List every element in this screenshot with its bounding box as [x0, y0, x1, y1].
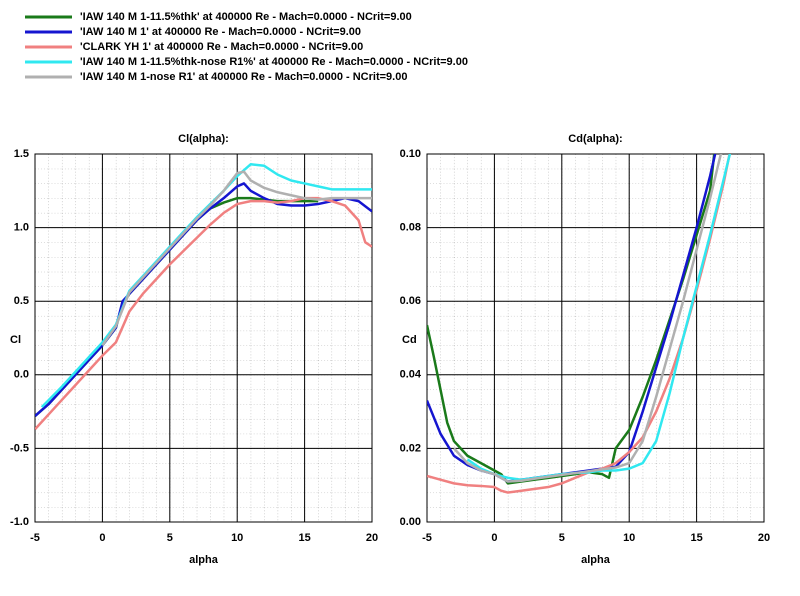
y-tick-label: 0.0	[14, 369, 29, 381]
y-tick-label: 0.10	[400, 148, 421, 160]
plot-frame	[426, 153, 765, 523]
y-tick-label: 0.04	[400, 369, 422, 381]
y-axis-label: Cl	[10, 334, 21, 346]
series-line	[35, 196, 372, 431]
series-line	[35, 182, 372, 417]
y-tick-label: 0.5	[14, 295, 29, 307]
legend-label: 'IAW 140 M 1-11.5%thk-nose R1%' at 40000…	[80, 56, 468, 68]
y-tick-label: 0.02	[400, 442, 421, 454]
legend-label: 'IAW 140 M 1' at 400000 Re - Mach=0.0000…	[80, 26, 361, 38]
legend-label: 'IAW 140 M 1-nose R1' at 400000 Re - Mac…	[80, 71, 407, 83]
x-tick-label: 10	[623, 532, 635, 544]
y-tick-label: 0.00	[400, 516, 421, 528]
x-tick-label: 0	[99, 532, 105, 544]
y-tick-label: 0.08	[400, 222, 421, 234]
x-axis-label: alpha	[581, 554, 611, 566]
series-line	[101, 170, 372, 347]
x-tick-label: 10	[231, 532, 243, 544]
plot-lines	[427, 154, 732, 494]
x-tick-label: 15	[690, 532, 702, 544]
x-tick-label: 5	[167, 532, 173, 544]
y-tick-label: 1.0	[14, 222, 29, 234]
y-tick-label: -0.5	[10, 442, 29, 454]
x-tick-label: 5	[559, 532, 565, 544]
series-line	[466, 154, 732, 481]
x-tick-label: 20	[366, 532, 378, 544]
y-axis-label: Cd	[402, 334, 417, 346]
x-tick-label: 0	[491, 532, 497, 544]
plot-lines	[35, 163, 372, 431]
legend-label: 'CLARK YH 1' at 400000 Re - Mach=0.0000 …	[80, 41, 363, 53]
x-tick-label: 20	[758, 532, 770, 544]
y-tick-label: 0.06	[400, 295, 421, 307]
plot-frame	[34, 153, 373, 523]
x-tick-label: 15	[298, 532, 310, 544]
y-tick-label: -1.0	[10, 516, 29, 528]
x-tick-label: -5	[30, 532, 40, 544]
x-tick-label: -5	[422, 532, 432, 544]
y-tick-label: 1.5	[14, 148, 29, 160]
minor-grid	[427, 154, 764, 522]
legend-label: 'IAW 140 M 1-11.5%thk' at 400000 Re - Ma…	[80, 11, 412, 23]
series-line	[453, 154, 723, 483]
x-axis-label: alpha	[189, 554, 219, 566]
chart-title: Cl(alpha):	[178, 133, 229, 145]
chart-title: Cd(alpha):	[568, 133, 622, 145]
